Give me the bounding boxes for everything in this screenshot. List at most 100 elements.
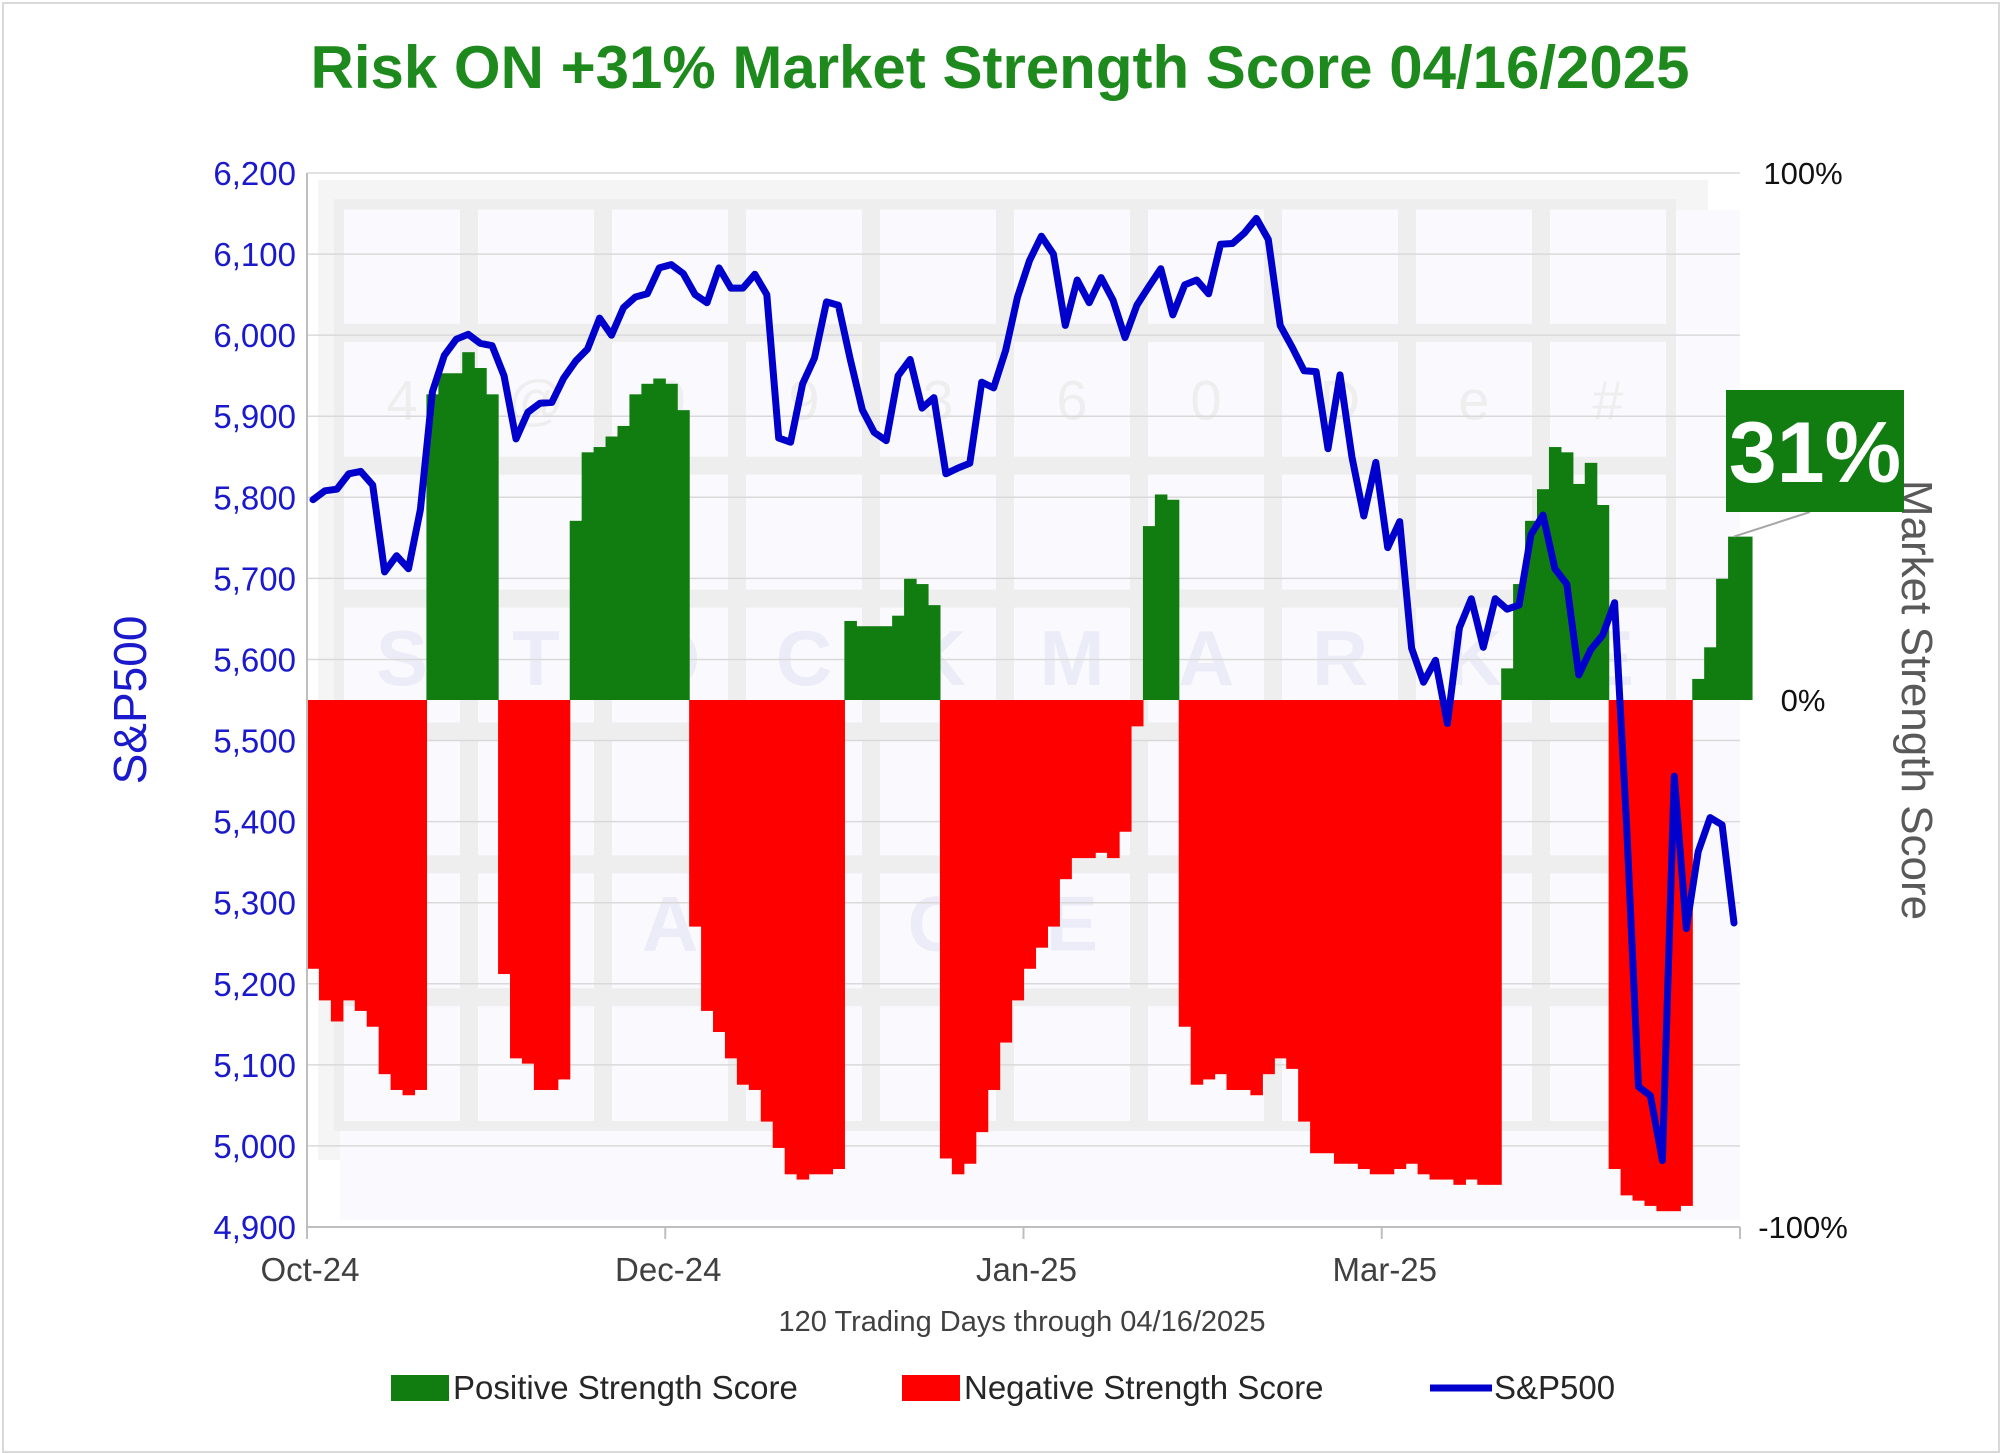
negative-score-bar <box>796 700 810 1180</box>
negative-score-bar <box>832 700 845 1170</box>
negative-score-bar <box>1286 700 1299 1069</box>
watermark-cell <box>468 199 604 334</box>
callout-leader-line <box>1733 511 1811 538</box>
left-tick-label: 5,800 <box>213 479 296 516</box>
watermark-cell <box>1272 331 1408 467</box>
negative-score-bar <box>342 700 356 1001</box>
legend-item-positive: Positive Strength Score <box>391 1369 798 1406</box>
left-tick-label: 5,300 <box>213 885 296 922</box>
legend-swatch-negative <box>902 1375 960 1401</box>
watermark-cell <box>870 996 1006 1132</box>
negative-score-bar <box>1345 700 1359 1164</box>
watermark-cell <box>1138 331 1274 467</box>
positive-score-bar <box>892 615 905 700</box>
negative-score-bar <box>1250 700 1263 1096</box>
watermark-cell <box>870 199 1006 334</box>
left-tick-label: 5,600 <box>213 641 296 678</box>
watermark-glyph: 4 <box>386 368 417 431</box>
negative-score-bar <box>1310 700 1323 1154</box>
positive-score-bar <box>462 352 475 700</box>
positive-score-bar <box>653 378 666 700</box>
watermark-glyph: e <box>1458 368 1489 431</box>
positive-score-bar <box>593 447 607 700</box>
negative-score-bar <box>1644 700 1658 1206</box>
negative-score-bar <box>808 700 822 1175</box>
x-axis-ticks: Oct-24 Dec-24 Jan-25 Mar-25 <box>260 1227 1741 1288</box>
right-tick-label: -100% <box>1758 1210 1848 1245</box>
watermark-glyph: C <box>776 614 832 702</box>
positive-score-bar <box>1142 526 1156 700</box>
watermark-glyph: S <box>376 614 428 702</box>
positive-score-bar <box>1560 452 1574 700</box>
positive-score-bar <box>1728 536 1741 700</box>
left-tick-label: 6,200 <box>213 155 296 192</box>
negative-score-bar <box>1405 700 1419 1164</box>
legend: Positive Strength Score Negative Strengt… <box>391 1369 1615 1406</box>
watermark-cell <box>602 996 738 1132</box>
right-tick-label: 100% <box>1763 156 1842 191</box>
negative-score-bar <box>521 700 535 1064</box>
negative-score-bar <box>736 700 750 1085</box>
watermark-cell <box>1004 996 1140 1132</box>
negative-score-bar <box>1083 700 1096 859</box>
negative-score-bar <box>1274 700 1287 1059</box>
positive-score-bar <box>677 410 690 700</box>
negative-score-bar <box>533 700 547 1090</box>
left-tick-label: 6,100 <box>213 236 296 273</box>
positive-score-bar <box>880 626 893 700</box>
left-tick-label: 6,000 <box>213 317 296 354</box>
watermark-cell <box>1004 199 1140 334</box>
left-tick-label: 5,000 <box>213 1128 296 1165</box>
positive-score-bar <box>581 452 595 700</box>
positive-score-bar <box>856 626 869 700</box>
left-tick-label: 5,500 <box>213 723 296 760</box>
watermark-cell <box>1406 199 1542 334</box>
watermark-cell <box>1406 331 1542 467</box>
negative-score-bar <box>1381 700 1395 1175</box>
positive-score-bar <box>1692 678 1705 700</box>
legend-label-negative: Negative Strength Score <box>964 1369 1324 1406</box>
negative-score-bar <box>820 700 834 1175</box>
positive-score-bar <box>486 394 499 700</box>
negative-score-bar <box>1238 700 1251 1090</box>
positive-score-bar <box>904 578 917 700</box>
negative-score-bar <box>1262 700 1275 1075</box>
negative-score-bar <box>975 700 989 1133</box>
negative-score-bar <box>1298 700 1311 1122</box>
watermark-cell <box>870 464 1006 600</box>
negative-score-bar <box>545 700 559 1090</box>
watermark-glyph: A <box>642 880 698 968</box>
negative-score-bar <box>307 700 320 969</box>
negative-score-bar <box>748 700 762 1090</box>
left-tick-label: 5,200 <box>213 966 296 1003</box>
negative-score-bar <box>713 700 726 1033</box>
x-tick-label: Dec-24 <box>615 1251 721 1288</box>
watermark-glyph: T <box>512 614 560 702</box>
negative-score-bar <box>378 700 392 1075</box>
positive-score-bar <box>641 383 654 700</box>
x-tick-label: Oct-24 <box>260 1251 359 1288</box>
negative-score-bar <box>1178 700 1192 1027</box>
negative-score-bar <box>1333 700 1347 1164</box>
watermark-cell <box>1004 464 1140 600</box>
negative-score-bar <box>1107 700 1120 859</box>
negative-score-bar <box>939 700 953 1159</box>
negative-score-bar <box>557 700 571 1080</box>
negative-score-bar <box>772 700 786 1148</box>
positive-score-bar <box>1716 578 1729 700</box>
watermark-glyph: # <box>1592 368 1623 431</box>
negative-score-bar <box>1465 700 1478 1180</box>
negative-score-bar <box>1680 700 1693 1206</box>
positive-score-bar <box>617 425 631 700</box>
sp500-line <box>309 214 1738 1164</box>
callout-box <box>1726 390 1904 512</box>
negative-score-bar <box>1226 700 1240 1090</box>
watermark-glyph: 6 <box>1056 368 1087 431</box>
negative-score-bar <box>1608 700 1622 1170</box>
left-tick-label: 5,900 <box>213 398 296 435</box>
positive-score-bar <box>450 373 463 700</box>
right-axis-ticks: 100% 0% -100% <box>1758 156 1848 1245</box>
positive-score-bar <box>868 626 881 700</box>
watermark-glyph: M <box>1040 614 1105 702</box>
